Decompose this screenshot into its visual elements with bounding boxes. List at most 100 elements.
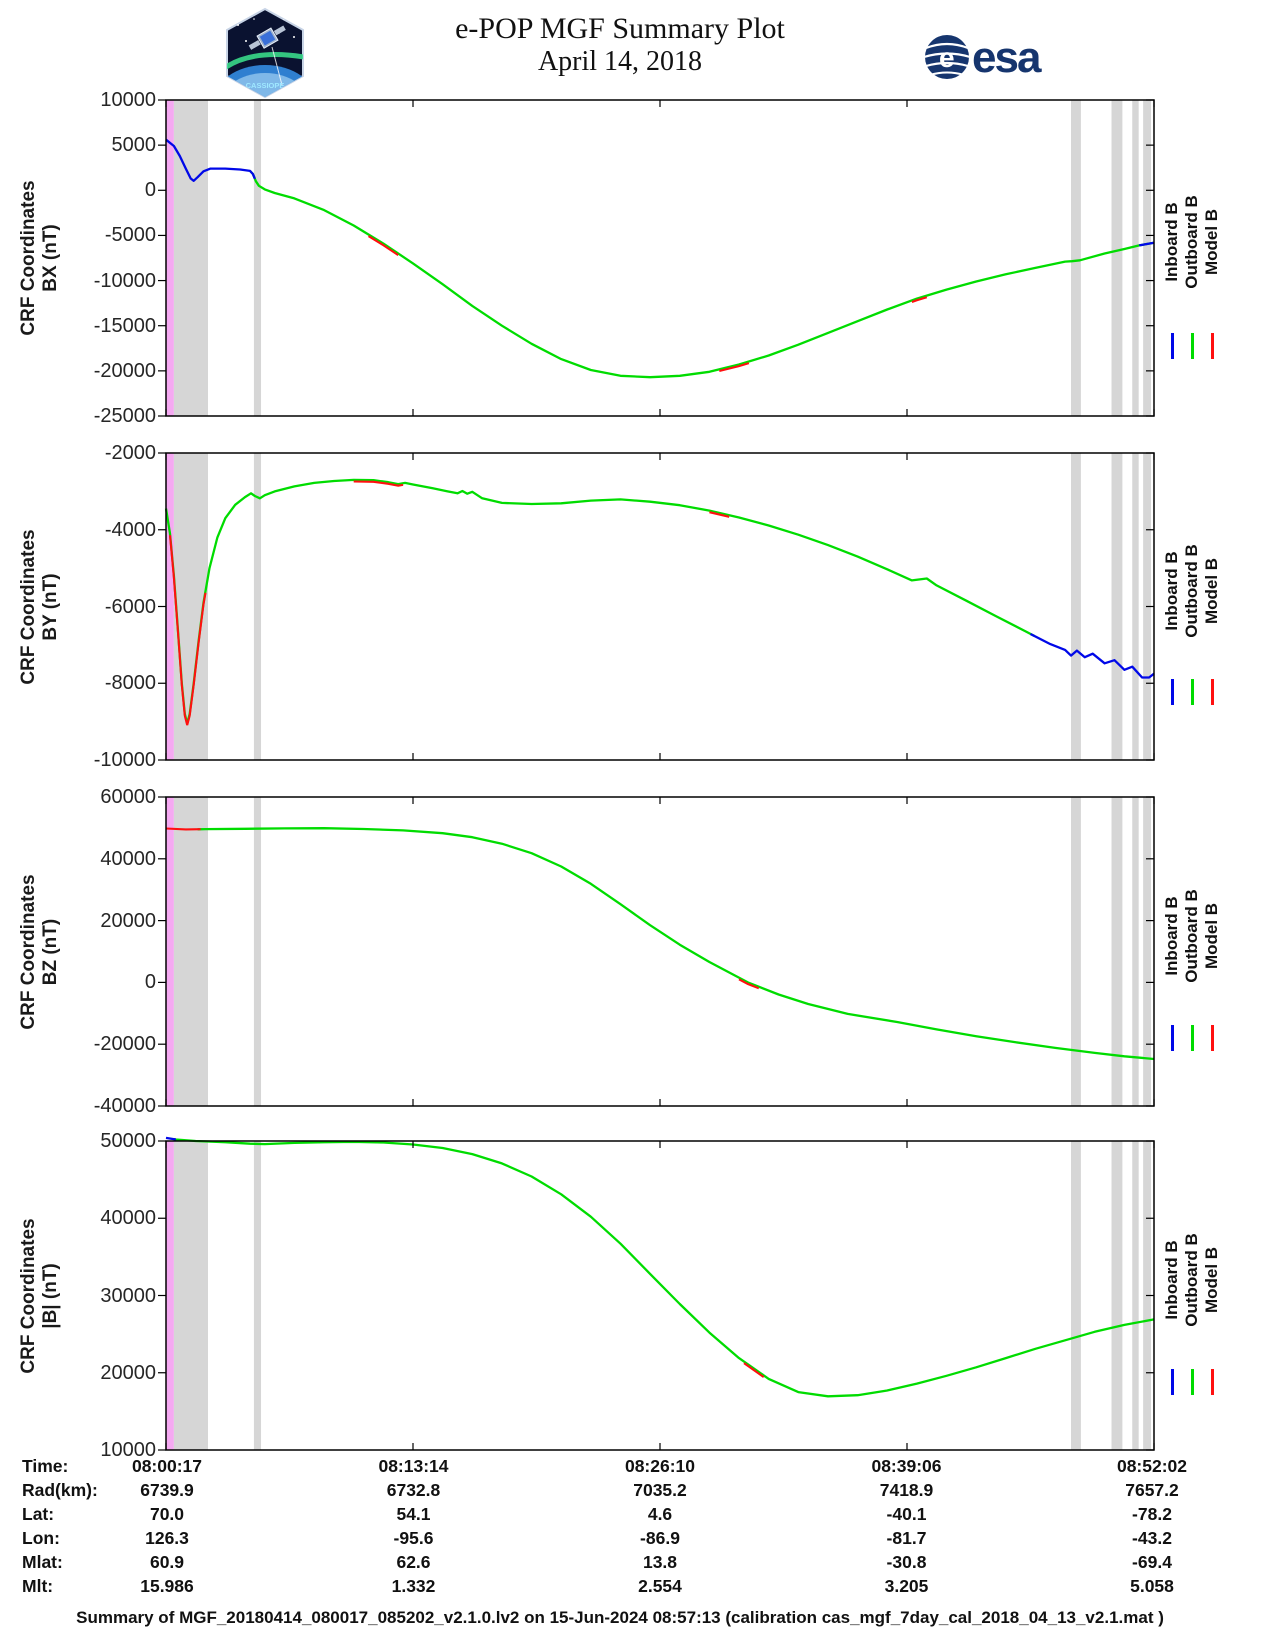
legend-label-model-b: Model B (1202, 902, 1221, 970)
gray-band (1071, 453, 1081, 760)
axes-box (165, 796, 1155, 1107)
table-cell: 6739.9 (140, 1480, 194, 1500)
gray-band (253, 100, 262, 416)
y-tick-label: 40000 (100, 847, 156, 870)
table-cell: 7657.2 (1125, 1480, 1179, 1500)
legend-label-outboard-b: Outboard B (1182, 544, 1201, 638)
table-cell: 60.9 (149, 1552, 185, 1572)
y-tick-label: -40000 (93, 1095, 156, 1117)
gray-band (253, 1141, 262, 1450)
y-tick-label: 10000 (100, 89, 156, 111)
gray-band (1111, 797, 1123, 1106)
table-row-label-mlat: Mlat: (22, 1552, 63, 1572)
legend-mark-outboard-b (1190, 1025, 1194, 1052)
gray-band (1143, 797, 1152, 1106)
table-cell: 54.1 (396, 1504, 431, 1524)
table-row-label-lat: Lat: (22, 1504, 55, 1524)
inboard-b-curve (1138, 241, 1155, 247)
esa-logo: e esa (923, 33, 1044, 82)
table-cell: 15.986 (140, 1576, 194, 1596)
legend-label-model-b: Model B (1202, 209, 1221, 276)
inboard-b-curve (165, 138, 256, 182)
table-cell: 7418.9 (879, 1480, 934, 1500)
y-tick-label: -20000 (93, 359, 156, 382)
y-tick-label: -10000 (93, 269, 156, 292)
y-tick-label: -10000 (93, 749, 156, 771)
gray-band (1071, 100, 1081, 416)
table-cell: 08:13:14 (378, 1456, 449, 1476)
gray-band (1132, 100, 1139, 416)
table-cell: -78.2 (1132, 1504, 1172, 1524)
axes-box (165, 452, 1155, 761)
legend-label-inboard-b: Inboard B (1162, 896, 1181, 976)
inboard-b-curve (165, 1136, 177, 1141)
y-axis-label-line1: CRF Coordinates (18, 873, 39, 1030)
plot-title-block: e-POP MGF Summary Plot April 14, 2018 (330, 12, 910, 78)
legend-mark-inboard-b (1170, 333, 1174, 360)
y-tick-label: 0 (144, 971, 156, 994)
legend-label-model-b: Model B (1202, 558, 1221, 625)
y-axis-label-bz: CRF Coordinates BZ (nT) (18, 802, 62, 1102)
gray-band (173, 797, 208, 1106)
gray-band (253, 453, 262, 760)
table-cell: -30.8 (886, 1552, 927, 1572)
legend-label-inboard-b: Inboard B (1162, 1240, 1181, 1320)
gray-band (1111, 100, 1123, 416)
axes-box (165, 99, 1155, 417)
table-cell: -40.1 (886, 1504, 927, 1524)
model-b-curve (367, 235, 399, 256)
y-tick-label: 10000 (100, 1439, 156, 1461)
legend-label-model-b: Model B (1202, 1246, 1221, 1314)
table-row-label-radkm: Rad(km): (22, 1480, 98, 1500)
panel-bz-plot (158, 796, 1155, 1107)
y-axis-label-line1: CRF Coordinates (18, 1217, 39, 1374)
y-axis-label-by: CRF Coordinates BY (nT) (18, 457, 62, 757)
legend-label-outboard-b: Outboard B (1182, 195, 1201, 289)
gray-band (173, 100, 208, 416)
table-cell: 126.3 (145, 1528, 189, 1548)
y-tick-label: -4000 (104, 518, 156, 541)
legend-mark-model-b (1210, 1025, 1214, 1052)
y-axis-label-line2: BX (nT) (40, 224, 61, 292)
pink-band (166, 1141, 174, 1450)
model-b-curve (709, 511, 730, 518)
legend-mark-inboard-b (1170, 1369, 1174, 1396)
model-b-curve (353, 480, 404, 487)
patch-text: CASSIOPE (246, 81, 285, 90)
axes-box (165, 1140, 1155, 1451)
table-cell: -43.2 (1132, 1528, 1172, 1548)
panel-bx-plot (158, 99, 1155, 417)
table-cell: -81.7 (886, 1528, 927, 1548)
esa-wordmark: esa (972, 33, 1042, 82)
table-cell: -69.4 (1132, 1552, 1172, 1572)
gray-band (1071, 1141, 1081, 1450)
table-cell: 08:00:17 (131, 1456, 203, 1476)
patch-satellite (248, 25, 286, 50)
outboard-b-curve (164, 478, 1036, 725)
legend-mark-outboard-b (1190, 679, 1194, 706)
model-b-curve (743, 1362, 765, 1378)
legend-label-inboard-b: Inboard B (1162, 202, 1181, 282)
y-axis-label-line1: CRF Coordinates (18, 180, 39, 336)
svg-text:e: e (939, 42, 955, 73)
y-tick-label: -15000 (93, 314, 156, 337)
footer-summary-line: Summary of MGF_20180414_080017_085202_v2… (76, 1608, 1164, 1627)
table-cell: 62.6 (396, 1552, 431, 1572)
pink-band (166, 453, 174, 760)
table-cell: 2.554 (638, 1576, 682, 1596)
table-cell: 3.205 (884, 1576, 929, 1596)
y-tick-label: -5000 (104, 224, 156, 247)
patch-aurora (227, 52, 303, 70)
table-cell: 08:26:10 (624, 1456, 696, 1476)
legend-label-outboard-b: Outboard B (1182, 889, 1201, 983)
table-cell: 08:39:06 (871, 1456, 942, 1476)
gray-band (173, 1141, 208, 1450)
table-cell: -86.9 (640, 1528, 680, 1548)
cassiope-mission-patch: CASSIOPE (226, 7, 304, 99)
pink-band (166, 797, 174, 1106)
model-b-curve (738, 978, 760, 990)
table-row-label-time: Time: (22, 1456, 69, 1476)
plot-date: April 14, 2018 (537, 46, 703, 77)
legend-mark-outboard-b (1190, 1369, 1194, 1396)
